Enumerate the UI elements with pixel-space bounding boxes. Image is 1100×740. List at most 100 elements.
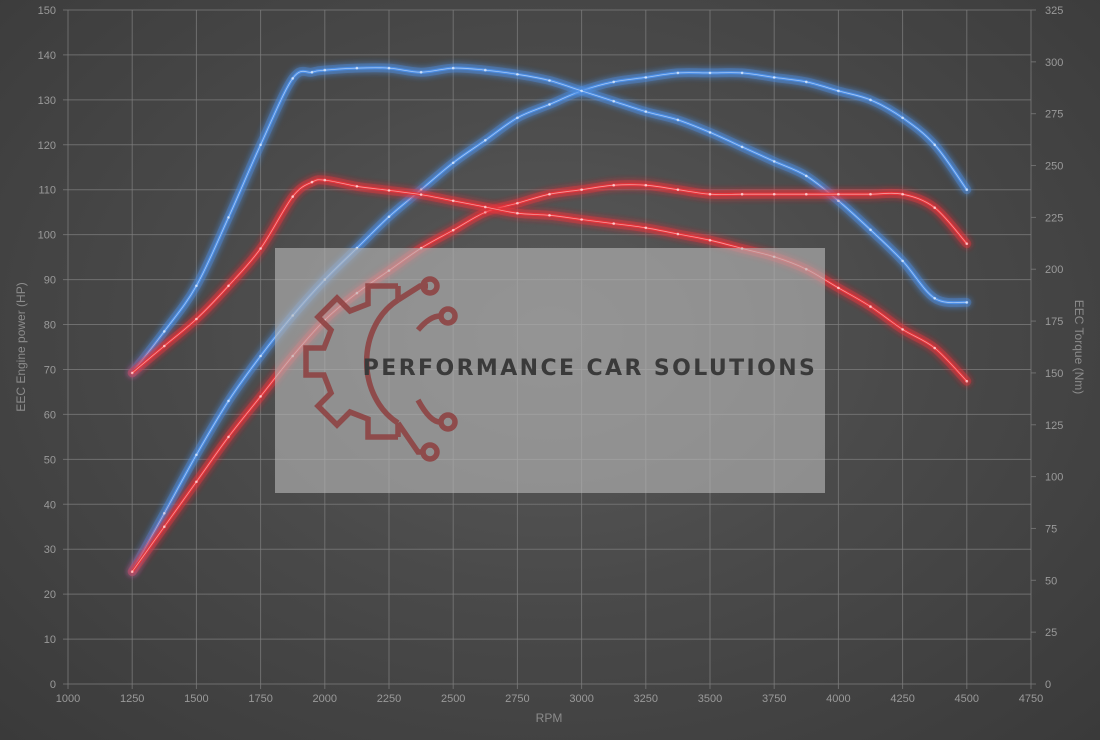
data-point — [387, 215, 391, 218]
left-tick-label: 140 — [38, 50, 56, 62]
watermark-text: PERFORMANCE CAR SOLUTIONS — [363, 356, 818, 381]
data-point — [195, 480, 198, 484]
data-point — [387, 189, 391, 192]
data-point — [644, 76, 648, 79]
data-point — [163, 330, 166, 333]
series-tuned-torque — [127, 63, 972, 378]
data-point — [259, 143, 262, 147]
data-point — [933, 206, 936, 209]
right-tick-label: 100 — [1045, 472, 1063, 484]
data-point — [227, 284, 230, 288]
left-tick-label: 0 — [50, 679, 56, 691]
data-point — [419, 70, 423, 74]
data-point — [195, 284, 198, 288]
data-point — [772, 76, 776, 79]
left-tick-label: 10 — [44, 634, 56, 646]
left-tick-label: 40 — [44, 499, 56, 511]
data-point — [227, 399, 230, 403]
data-point — [484, 205, 487, 209]
data-point — [708, 131, 712, 134]
data-point — [869, 305, 872, 308]
data-point — [163, 344, 166, 348]
data-point — [548, 214, 551, 217]
series-line-highlight — [131, 67, 967, 374]
data-point — [740, 71, 744, 75]
data-point — [323, 178, 327, 182]
data-point — [484, 68, 487, 72]
data-point — [644, 110, 648, 113]
data-point — [516, 116, 519, 120]
data-point — [291, 195, 295, 198]
x-tick-label: 1750 — [248, 693, 272, 705]
x-axis-ticks: 1000 1250 1500 1750 2000 2250 2500 2750 3000 3250… — [56, 693, 1043, 705]
data-point — [516, 211, 519, 215]
data-point — [805, 174, 808, 178]
left-tick-label: 110 — [38, 185, 56, 197]
data-point — [130, 371, 134, 375]
x-tick-label: 2000 — [313, 693, 337, 705]
series-stock-power — [127, 180, 972, 577]
data-point — [163, 525, 166, 528]
data-point — [837, 199, 840, 203]
data-point — [451, 66, 455, 70]
left-tick-label: 130 — [38, 95, 56, 107]
data-point — [965, 379, 969, 383]
data-point — [612, 222, 615, 225]
data-point — [259, 395, 262, 398]
left-tick-label: 50 — [44, 454, 56, 466]
data-point — [837, 89, 840, 93]
x-tick-label: 2500 — [441, 693, 465, 705]
data-point — [227, 216, 230, 219]
left-tick-label: 60 — [44, 409, 56, 421]
left-tick-label: 100 — [38, 230, 56, 242]
data-point — [548, 192, 551, 196]
right-tick-label: 275 — [1045, 109, 1063, 121]
data-point — [419, 193, 423, 196]
x-tick-label: 2250 — [377, 693, 401, 705]
left-tick-label: 80 — [44, 320, 56, 332]
data-point — [869, 228, 872, 232]
data-point — [387, 66, 391, 70]
data-point — [805, 192, 808, 196]
data-point — [708, 238, 712, 242]
data-point — [195, 317, 198, 321]
left-tick-label: 20 — [44, 589, 56, 601]
data-point — [130, 570, 134, 573]
right-tick-label: 225 — [1045, 212, 1063, 224]
x-tick-label: 4250 — [890, 693, 914, 705]
data-point — [548, 79, 551, 82]
data-point — [901, 259, 904, 263]
data-point — [901, 328, 904, 331]
x-tick-label: 1000 — [56, 693, 80, 705]
x-tick-label: 2750 — [505, 693, 529, 705]
left-tick-label: 90 — [44, 275, 56, 287]
right-tick-label: 200 — [1045, 264, 1063, 276]
right-tick-label: 50 — [1045, 575, 1057, 587]
data-point — [676, 232, 680, 236]
data-point — [548, 103, 551, 106]
data-point — [612, 183, 615, 187]
right-tick-label: 250 — [1045, 161, 1063, 173]
data-point — [195, 453, 198, 457]
x-tick-label: 3000 — [569, 693, 593, 705]
data-point — [772, 160, 776, 163]
data-point — [355, 66, 359, 70]
x-tick-label: 1500 — [184, 693, 208, 705]
data-point — [869, 192, 872, 196]
data-point — [740, 192, 744, 196]
right-tick-label: 325 — [1045, 5, 1063, 17]
x-tick-label: 3250 — [634, 693, 658, 705]
right-axis-ticks: 0 25 50 75 100 125 150 175 200 225 250 275 300 325 — [1045, 5, 1063, 691]
data-point — [676, 118, 680, 122]
data-point — [901, 192, 904, 196]
data-point — [580, 89, 583, 93]
left-tick-label: 150 — [38, 5, 56, 17]
data-point — [965, 242, 969, 245]
data-point — [869, 98, 872, 102]
data-point — [837, 286, 840, 290]
data-point — [805, 80, 808, 84]
data-point — [676, 188, 680, 191]
data-point — [484, 139, 487, 142]
right-tick-label: 175 — [1045, 316, 1063, 328]
